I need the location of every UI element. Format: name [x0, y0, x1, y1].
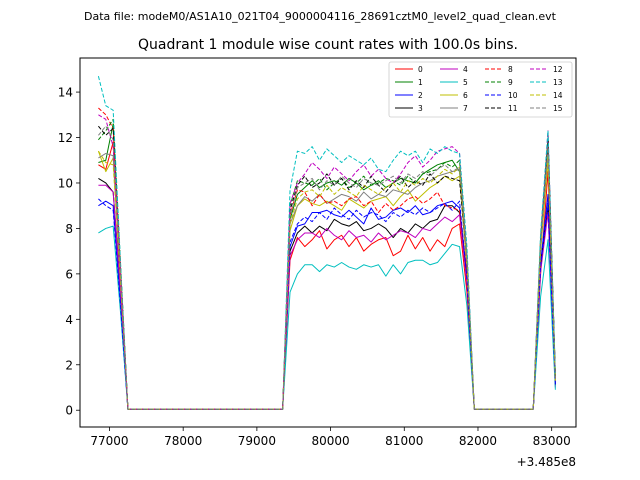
x-tick-label: 77000 [90, 434, 128, 448]
series-line-12 [98, 114, 556, 410]
chart-title: Quadrant 1 module wise count rates with … [138, 37, 518, 53]
x-tick-label: 78000 [164, 434, 202, 448]
legend-label-13: 13 [553, 78, 563, 87]
y-tick-label: 0 [65, 404, 73, 418]
series-layer [97, 76, 556, 410]
plot-frame [79, 57, 577, 428]
legend-label-12: 12 [553, 65, 563, 74]
legend-label-1: 1 [418, 78, 423, 87]
legend-label-7: 7 [463, 104, 468, 113]
legend-label-8: 8 [508, 65, 513, 74]
legend-label-5: 5 [463, 78, 468, 87]
series-line-5 [98, 225, 556, 410]
legend-label-4: 4 [463, 65, 468, 74]
y-tick-label: 8 [65, 222, 73, 236]
x-tick-label: 83000 [533, 434, 571, 448]
legend-label-9: 9 [508, 78, 513, 87]
series-line-7 [98, 152, 556, 410]
legend-frame [388, 61, 573, 118]
legend-label-3: 3 [418, 104, 423, 113]
data-file-label: Data file: modeM0/AS1A10_021T04_90000041… [84, 10, 557, 23]
series-line-2 [98, 193, 556, 410]
series-line-15 [98, 125, 556, 410]
y-tick-label: 10 [58, 176, 73, 190]
y-axis: 0 2 4 6 8 10 12 14 [58, 86, 80, 418]
x-tick-label: 80000 [311, 434, 349, 448]
y-tick-label: 12 [58, 131, 73, 145]
legend-label-11: 11 [508, 104, 518, 113]
legend-label-6: 6 [463, 91, 468, 100]
legend-label-10: 10 [508, 91, 518, 100]
legend-label-15: 15 [553, 104, 563, 113]
series-line-13 [97, 76, 556, 410]
legend-label-0: 0 [418, 65, 423, 74]
series-line-0 [98, 141, 556, 410]
series-line-9 [98, 118, 556, 410]
series-line-11 [98, 125, 556, 410]
x-tick-label: 79000 [238, 434, 276, 448]
y-tick-label: 6 [65, 267, 73, 281]
series-line-1 [98, 123, 556, 410]
y-tick-label: 14 [58, 86, 73, 100]
x-tick-label: 81000 [385, 434, 423, 448]
y-tick-label: 4 [65, 313, 73, 327]
legend-label-14: 14 [553, 91, 563, 100]
y-tick-label: 2 [65, 358, 73, 372]
series-line-8 [98, 107, 556, 410]
legend-label-2: 2 [418, 91, 423, 100]
x-offset-label: +3.485e8 [517, 455, 576, 469]
x-axis: 77000 78000 79000 80000 81000 82000 83000 [90, 427, 571, 448]
series-line-3 [98, 178, 556, 410]
x-tick-label: 82000 [459, 434, 497, 448]
